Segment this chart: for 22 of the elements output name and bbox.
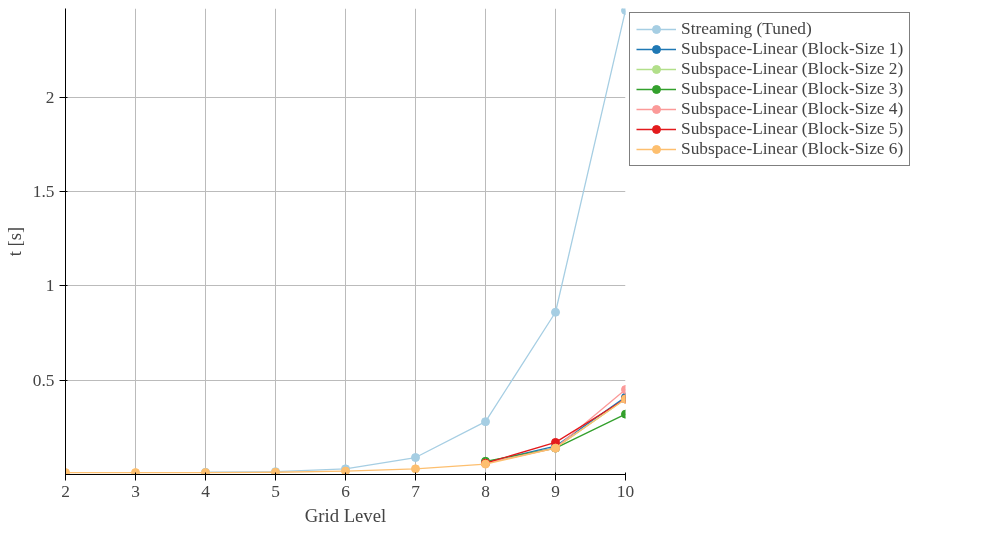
legend-label: Subspace-Linear (Block-Size 2) — [681, 59, 904, 79]
x-tick-label: 10 — [616, 481, 635, 501]
y-axis-title: t [s] — [3, 226, 25, 257]
y-tick-label: 0.5 — [32, 370, 55, 390]
legend-label: Subspace-Linear (Block-Size 5) — [681, 119, 904, 139]
x-tick-label: 7 — [411, 481, 421, 501]
y-tick-label: 1 — [45, 276, 55, 296]
x-tick-label: 2 — [61, 481, 70, 501]
x-tick-label: 3 — [131, 481, 140, 501]
legend-label: Subspace-Linear (Block-Size 4) — [681, 99, 904, 119]
y-tick-label: 2 — [45, 87, 55, 107]
y-tick-label: 1.5 — [32, 182, 55, 201]
legend-label: Subspace-Linear (Block-Size 6) — [681, 139, 904, 159]
legend-label: Subspace-Linear (Block-Size 1) — [681, 39, 904, 59]
x-tick-label: 5 — [271, 481, 280, 501]
x-tick-label: 8 — [481, 481, 490, 501]
legend-label: Subspace-Linear (Block-Size 3) — [681, 79, 904, 99]
x-axis-title: Grid Level — [304, 504, 387, 526]
x-tick-label: 9 — [551, 481, 560, 501]
x-tick-label: 4 — [201, 481, 211, 501]
x-tick-label: 6 — [341, 481, 351, 501]
legend-label: Streaming (Tuned) — [681, 19, 812, 39]
